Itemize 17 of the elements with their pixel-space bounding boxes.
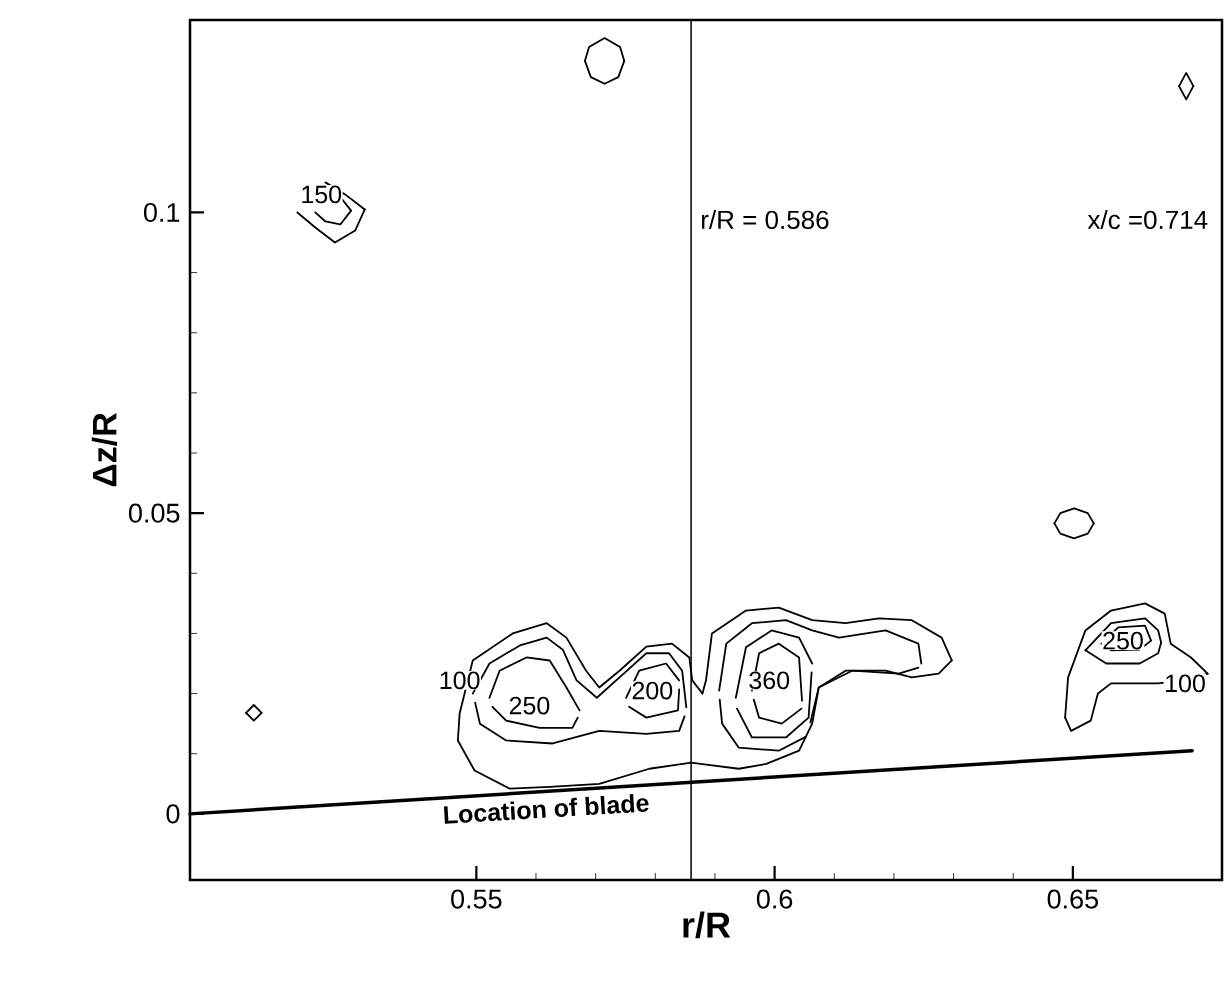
annotation: 250	[1103, 631, 1143, 650]
ref-line-label: r/R = 0.586	[702, 209, 829, 230]
x-tick-label: 0.55	[451, 889, 502, 909]
y-tick-label: 0.1	[143, 202, 180, 222]
x-tick-label: 0.65	[1047, 889, 1098, 909]
y-tick-label: 0	[166, 804, 180, 824]
y-tick-label: 0.05	[128, 503, 180, 523]
annotation: 150	[302, 185, 342, 204]
x-tick-label: 0.6	[756, 889, 793, 909]
annotation: 360	[749, 671, 790, 690]
annotation: 200	[632, 681, 673, 700]
annotation: x/c =0.714	[1087, 209, 1208, 230]
annotation: 100	[440, 671, 480, 690]
annotation: 250	[509, 696, 550, 715]
y-axis-title: Δz/R	[91, 412, 118, 487]
annotation: Location of blade	[443, 794, 649, 824]
x-axis-title: r/R	[683, 911, 731, 939]
